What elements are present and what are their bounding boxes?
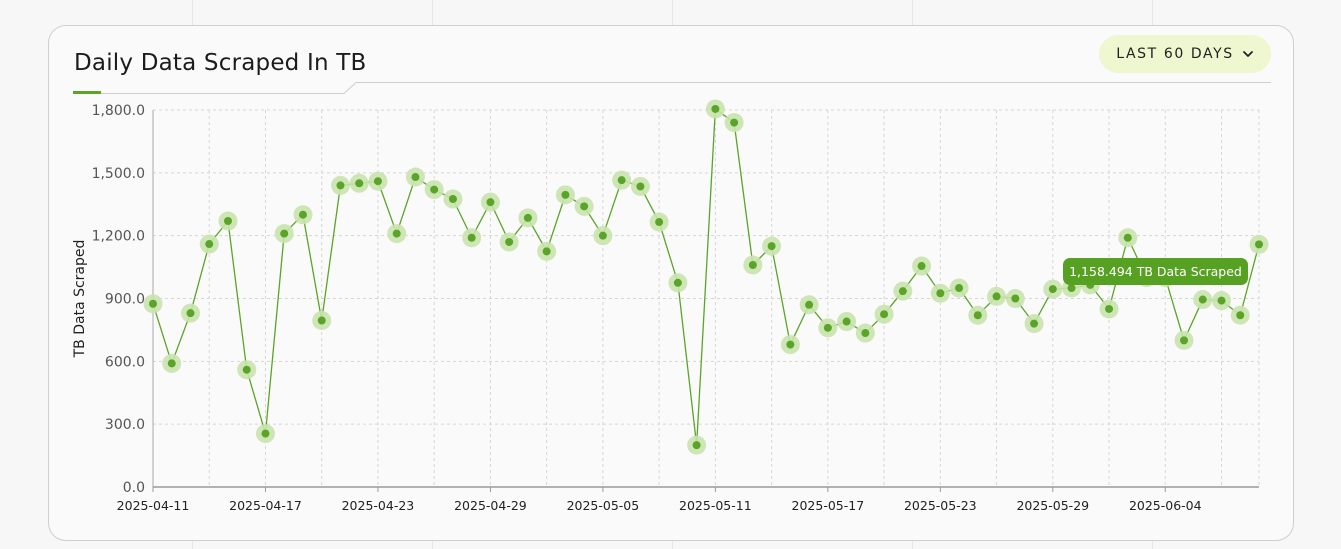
data-point xyxy=(1217,296,1226,305)
data-point xyxy=(261,429,270,438)
data-point xyxy=(711,104,720,113)
data-point xyxy=(280,229,289,238)
data-point xyxy=(1123,233,1132,242)
data-point xyxy=(448,195,457,204)
x-tick-label: 2025-04-29 xyxy=(454,498,527,513)
x-tick-label: 2025-05-23 xyxy=(904,498,977,513)
data-point xyxy=(692,441,701,450)
data-point xyxy=(767,242,776,251)
data-point xyxy=(411,173,420,182)
data-point xyxy=(992,292,1001,301)
data-point xyxy=(205,240,214,249)
data-point xyxy=(1236,311,1245,320)
data-point xyxy=(917,262,926,271)
data-point xyxy=(1048,285,1057,294)
y-tick-label: 600.0 xyxy=(105,354,145,370)
data-point xyxy=(467,233,476,242)
data-point xyxy=(898,287,907,296)
data-point xyxy=(336,181,345,190)
data-point xyxy=(598,231,607,240)
data-point xyxy=(242,365,251,374)
y-tick-label: 1,500.0 xyxy=(92,166,145,182)
data-point xyxy=(842,317,851,326)
date-range-dropdown[interactable]: LAST 60 DAYS xyxy=(1099,35,1271,73)
data-point xyxy=(486,198,495,207)
data-point xyxy=(523,213,532,222)
data-point xyxy=(1067,284,1076,293)
data-point xyxy=(1030,319,1039,328)
data-point xyxy=(167,359,176,368)
data-point xyxy=(355,179,364,188)
x-tick-label: 2025-06-04 xyxy=(1129,498,1202,513)
data-point xyxy=(317,316,326,325)
y-tick-label: 900.0 xyxy=(105,292,145,308)
data-point xyxy=(542,247,551,256)
data-point-tooltip: 1,158.494 TB Data Scraped xyxy=(1063,258,1248,285)
data-point xyxy=(186,309,195,318)
data-point xyxy=(1011,294,1020,303)
data-point xyxy=(973,311,982,320)
data-point xyxy=(298,210,307,219)
x-tick-label: 2025-04-23 xyxy=(342,498,415,513)
data-point xyxy=(936,289,945,298)
y-tick-label: 0.0 xyxy=(123,480,145,496)
x-tick-label: 2025-04-11 xyxy=(117,498,190,513)
data-point xyxy=(505,237,514,246)
data-point xyxy=(636,182,645,191)
x-tick-label: 2025-05-11 xyxy=(679,498,752,513)
data-point xyxy=(748,260,757,269)
data-point xyxy=(392,229,401,238)
data-point xyxy=(149,299,157,308)
chevron-down-icon xyxy=(1242,51,1253,57)
data-point xyxy=(730,118,739,127)
y-tick-label: 300.0 xyxy=(105,417,145,433)
data-point xyxy=(373,177,382,186)
data-point xyxy=(673,278,682,287)
title-underline xyxy=(73,82,1271,94)
x-tick-label: 2025-04-17 xyxy=(229,498,302,513)
data-point xyxy=(617,176,626,185)
data-point xyxy=(223,217,232,226)
x-tick-label: 2025-05-29 xyxy=(1016,498,1089,513)
data-point xyxy=(786,340,795,349)
data-point xyxy=(655,218,664,227)
data-point xyxy=(430,185,439,194)
date-range-label: LAST 60 DAYS xyxy=(1116,46,1234,62)
data-point xyxy=(861,329,870,338)
data-point xyxy=(880,310,889,319)
data-point xyxy=(580,202,589,211)
data-point xyxy=(1180,336,1189,345)
data-point xyxy=(1255,240,1263,249)
chart-title: Daily Data Scraped In TB xyxy=(74,50,367,76)
data-point xyxy=(955,284,964,293)
y-tick-label: 1,200.0 xyxy=(92,229,145,245)
x-tick-label: 2025-05-17 xyxy=(792,498,865,513)
data-point xyxy=(1198,295,1207,304)
data-point xyxy=(805,300,814,309)
data-point xyxy=(1105,304,1114,313)
y-axis-label: TB Data Scraped xyxy=(72,240,88,359)
y-tick-label: 1,800.0 xyxy=(92,103,145,119)
data-point xyxy=(823,323,832,332)
x-tick-label: 2025-05-05 xyxy=(567,498,640,513)
data-point xyxy=(561,190,570,199)
